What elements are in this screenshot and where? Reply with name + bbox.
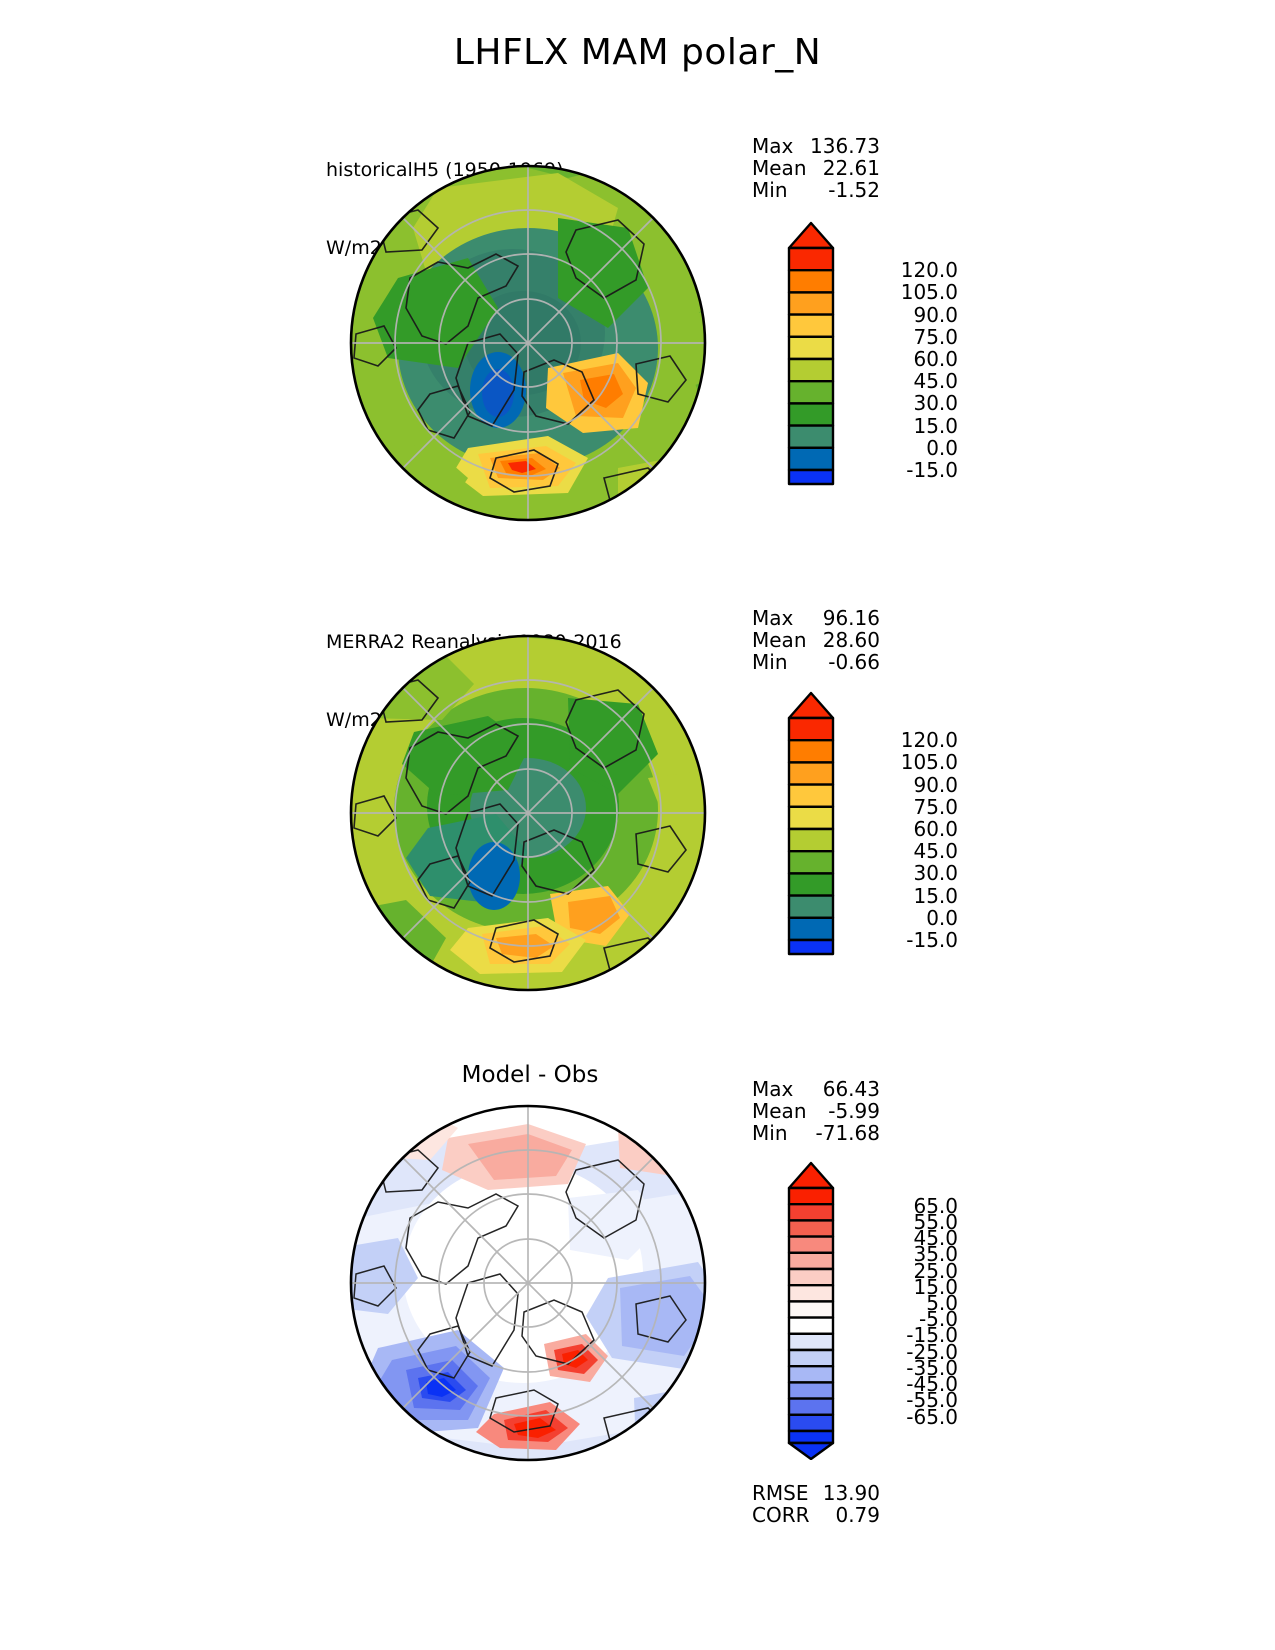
colorbar-tick: -15.0 [906, 458, 958, 482]
stat-row: Min -1.52 [752, 179, 880, 201]
stat-row: Mean 28.60 [752, 629, 880, 651]
stats-model: Max 136.73 Mean 22.61 Min -1.52 [752, 135, 880, 201]
colorbar-tick: -35.0 [906, 1356, 958, 1380]
stats-obs: Max 96.16 Mean 28.60 Min -0.66 [752, 607, 880, 673]
colorbar-tick: 105.0 [900, 280, 958, 304]
skill-scores: RMSE 13.90 CORR 0.79 [752, 1482, 880, 1526]
colorbar-tick: 0.0 [926, 436, 958, 460]
stat-label: Max [752, 134, 794, 158]
skill-label: RMSE [752, 1481, 809, 1505]
stat-row: Max 136.73 [752, 135, 880, 157]
skill-value: 13.90 [822, 1481, 880, 1505]
stat-row: Mean 22.61 [752, 157, 880, 179]
colorbar-tick: 75.0 [913, 325, 958, 349]
stat-value: 66.43 [822, 1077, 880, 1101]
stat-row: Max 66.43 [752, 1078, 880, 1100]
figure-title: LHFLX MAM polar_N [453, 32, 822, 73]
colorbar-tick: 65.0 [913, 1194, 958, 1218]
stat-row: Mean -5.99 [752, 1100, 880, 1122]
colorbar-tick: 45.0 [913, 839, 958, 863]
stat-label: Mean [752, 1099, 807, 1123]
colorbar-tick: -55.0 [906, 1388, 958, 1412]
colorbar-tick: -25.0 [906, 1340, 958, 1364]
colorbar-model[interactable]: 120.0 105.0 90.0 75.0 60.0 45.0 30.0 15.… [786, 220, 958, 496]
colorbar-tick: 15.0 [913, 1275, 958, 1299]
stat-label: Max [752, 1077, 794, 1101]
stat-value: -71.68 [815, 1121, 880, 1145]
stat-label: Mean [752, 156, 807, 180]
stat-value: -0.66 [828, 650, 880, 674]
panel-title-difference: Model - Obs [461, 1062, 599, 1088]
colorbar-tick: 105.0 [900, 750, 958, 774]
colorbar-tick: 45.0 [913, 369, 958, 393]
stat-label: Min [752, 650, 788, 674]
stat-value: 22.61 [822, 156, 880, 180]
stat-row: Min -0.66 [752, 651, 880, 673]
colorbar-tick: -65.0 [906, 1405, 958, 1429]
colorbar-tick: 55.0 [913, 1210, 958, 1234]
colorbar-tick: 15.0 [913, 414, 958, 438]
map-obs[interactable] [318, 628, 738, 1008]
colorbar-difference[interactable]: 65.0 55.0 45.0 35.0 25.0 15.0 5.0 -5.0 -… [786, 1160, 958, 1464]
colorbar-tick: 90.0 [913, 773, 958, 797]
stat-value: 96.16 [822, 606, 880, 630]
colorbar-tick: 90.0 [913, 303, 958, 327]
skill-value: 0.79 [835, 1503, 880, 1527]
colorbar-obs[interactable]: 120.0 105.0 90.0 75.0 60.0 45.0 30.0 15.… [786, 690, 958, 966]
colorbar-tick: -45.0 [906, 1372, 958, 1396]
skill-label: CORR [752, 1503, 810, 1527]
skill-row: CORR 0.79 [752, 1504, 880, 1526]
stat-value: -1.52 [828, 178, 880, 202]
colorbar-tick: 120.0 [900, 258, 958, 282]
colorbar-tick: 60.0 [913, 347, 958, 371]
colorbar-tick: 30.0 [913, 861, 958, 885]
stat-row: Max 96.16 [752, 607, 880, 629]
map-model[interactable] [318, 158, 738, 538]
colorbar-tick: 45.0 [913, 1226, 958, 1250]
stat-value: 136.73 [810, 134, 880, 158]
colorbar-tick: 75.0 [913, 795, 958, 819]
colorbar-tick: 30.0 [913, 391, 958, 415]
colorbar-tick: 15.0 [913, 884, 958, 908]
colorbar-tick: 60.0 [913, 817, 958, 841]
colorbar-tick: -15.0 [906, 1323, 958, 1347]
stat-label: Min [752, 178, 788, 202]
colorbar-tick: -5.0 [918, 1307, 958, 1331]
stat-value: 28.60 [822, 628, 880, 652]
colorbar-tick: 0.0 [926, 906, 958, 930]
colorbar-tick: 35.0 [913, 1242, 958, 1266]
panel-title-model-units: W/m2 [326, 237, 382, 259]
stat-row: Min -71.68 [752, 1122, 880, 1144]
stat-value: -5.99 [828, 1099, 880, 1123]
stat-label: Min [752, 1121, 788, 1145]
stat-label: Mean [752, 628, 807, 652]
colorbar-tick: 120.0 [900, 728, 958, 752]
colorbar-tick: 5.0 [926, 1291, 958, 1315]
colorbar-tick: 25.0 [913, 1259, 958, 1283]
panel-title-obs-units: W/m2 [326, 709, 382, 731]
skill-row: RMSE 13.90 [752, 1482, 880, 1504]
map-difference[interactable] [318, 1098, 738, 1478]
stat-label: Max [752, 606, 794, 630]
colorbar-tick: -15.0 [906, 928, 958, 952]
stats-difference: Max 66.43 Mean -5.99 Min -71.68 [752, 1078, 880, 1144]
